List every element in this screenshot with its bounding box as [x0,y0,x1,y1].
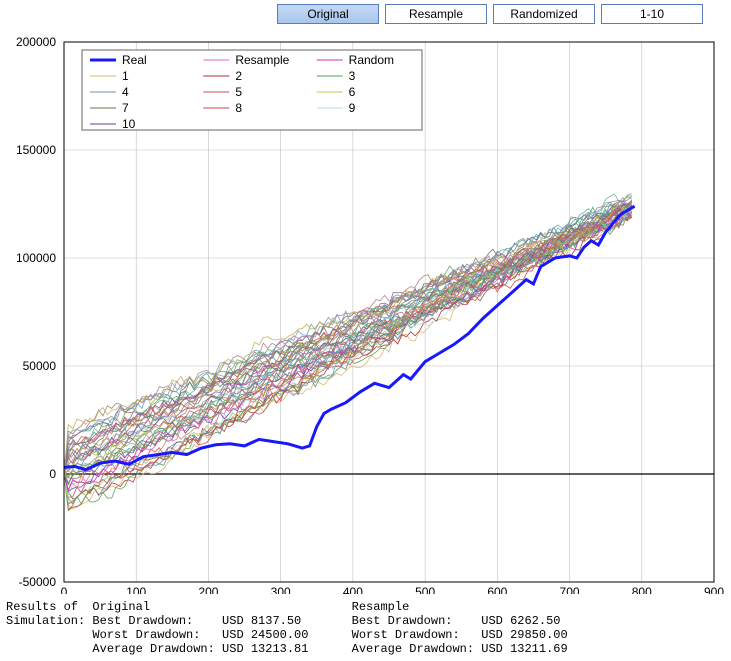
svg-text:300: 300 [271,585,291,594]
view-buttons-row: Original Resample Randomized 1-10 [277,4,703,24]
svg-text:2: 2 [235,69,242,83]
legend: Real Resample Random 1 2 3 4 5 6 7 8 9 10 [82,50,422,131]
svg-text:9: 9 [349,101,356,115]
svg-text:4: 4 [122,85,129,99]
svg-text:1: 1 [122,69,129,83]
svg-text:-50000: -50000 [19,575,57,589]
svg-text:6: 6 [349,85,356,99]
svg-text:150000: 150000 [16,143,56,157]
svg-text:0: 0 [61,585,68,594]
original-button[interactable]: Original [277,4,379,24]
svg-text:10: 10 [122,117,136,131]
svg-text:700: 700 [560,585,580,594]
svg-text:7: 7 [122,101,129,115]
svg-text:400: 400 [343,585,363,594]
svg-text:Random: Random [349,53,394,67]
range-button[interactable]: 1-10 [601,4,703,24]
svg-text:Real: Real [122,53,147,67]
svg-text:200000: 200000 [16,35,56,49]
svg-text:100000: 100000 [16,251,56,265]
svg-text:50000: 50000 [23,359,57,373]
svg-text:200: 200 [198,585,218,594]
svg-text:3: 3 [349,69,356,83]
svg-text:100: 100 [126,585,146,594]
svg-text:600: 600 [487,585,507,594]
svg-text:0: 0 [49,467,56,481]
svg-text:Resample: Resample [235,53,289,67]
svg-text:8: 8 [235,101,242,115]
page: { "buttons": { "original": "Original", "… [0,0,731,661]
svg-text:900: 900 [704,585,724,594]
equity-chart: -50000 0 50000 100000 150000 200000 0 100 200 300… [2,34,727,594]
svg-text:5: 5 [235,85,242,99]
randomized-button[interactable]: Randomized [493,4,595,24]
svg-text:800: 800 [632,585,652,594]
svg-text:500: 500 [415,585,435,594]
chart-svg: -50000 0 50000 100000 150000 200000 0 100 200 300… [2,34,727,594]
resample-button[interactable]: Resample [385,4,487,24]
results-block: Results of Original Resample Simulation:… [6,600,568,656]
